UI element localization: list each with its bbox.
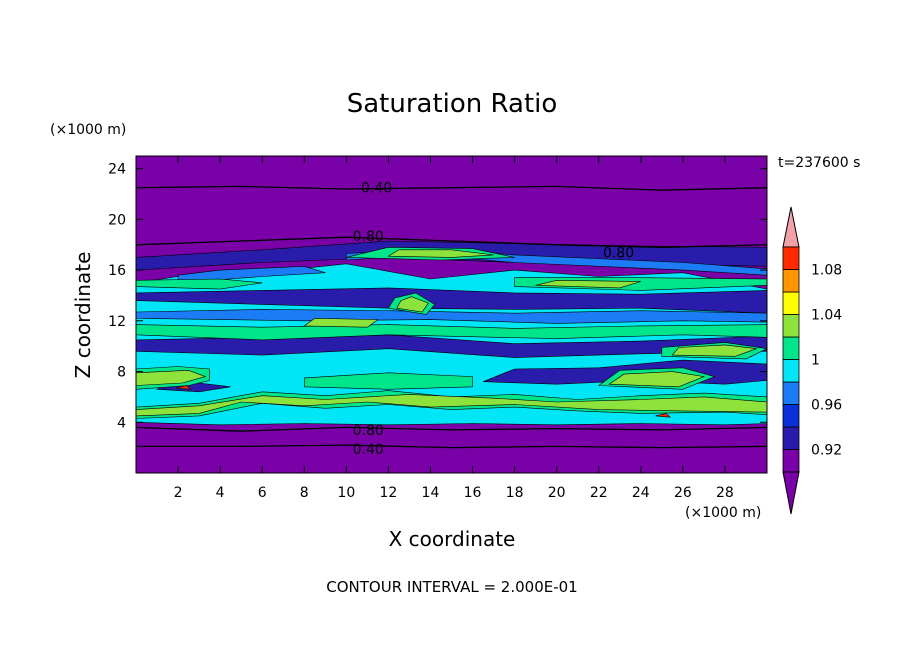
colorbar-swatch bbox=[782, 449, 800, 473]
y-axis: 4 8 12 16 20 24 bbox=[108, 162, 767, 431]
colorbar-swatch bbox=[782, 381, 800, 405]
contour-region bbox=[535, 279, 641, 289]
colorbar-swatch bbox=[782, 426, 800, 450]
colorbar: 0.92 0.96 1 1.04 1.08 bbox=[782, 206, 842, 515]
x-tick-label: 4 bbox=[216, 485, 225, 501]
contour-region bbox=[303, 372, 473, 390]
contour-line bbox=[136, 236, 767, 248]
contour-region bbox=[175, 385, 192, 390]
contour-region bbox=[396, 296, 429, 313]
x-tick-label: 2 bbox=[174, 485, 183, 501]
contour-region bbox=[608, 371, 706, 388]
contour-region bbox=[136, 278, 263, 290]
colorbar-swatch bbox=[782, 269, 800, 293]
y-tick-label: 4 bbox=[117, 415, 126, 431]
colorbar-label: 0.96 bbox=[811, 398, 842, 414]
contour-label-group: 0.40 0.80 0.80 0.80 0.40 bbox=[353, 181, 634, 458]
contour-label: 0.80 bbox=[353, 229, 384, 245]
plot-frame bbox=[135, 155, 768, 474]
x-tick-label: 18 bbox=[506, 485, 524, 501]
x-tick-label: 6 bbox=[258, 485, 267, 501]
x-unit-label: (×1000 m) bbox=[685, 505, 761, 521]
contour-label: 0.80 bbox=[603, 245, 634, 261]
colorbar-label: 1.04 bbox=[811, 308, 842, 324]
contour-region bbox=[387, 249, 494, 258]
x-tick-label: 24 bbox=[632, 485, 650, 501]
contour-line bbox=[136, 185, 767, 191]
y-tick-label: 20 bbox=[108, 212, 126, 228]
colorbar-swatch bbox=[782, 359, 800, 383]
contour-label: 0.40 bbox=[361, 181, 392, 197]
x-tick-label: 20 bbox=[548, 485, 566, 501]
colorbar-over-arrow bbox=[782, 206, 800, 248]
colorbar-under-arrow bbox=[782, 471, 800, 515]
y-tick-label: 16 bbox=[108, 263, 126, 279]
x-axis: 2 4 6 8 10 12 14 16 18 20 22 24 26 28 bbox=[174, 156, 734, 501]
x-tick-label: 16 bbox=[464, 485, 482, 501]
x-tick-label: 10 bbox=[337, 485, 355, 501]
y-tick-label: 8 bbox=[117, 365, 126, 381]
contour-label: 0.40 bbox=[353, 442, 384, 458]
contour-region bbox=[303, 317, 379, 328]
contour-line bbox=[136, 444, 767, 449]
x-axis-label: X coordinate bbox=[389, 527, 516, 551]
colorbar-swatch bbox=[782, 336, 800, 360]
colorbar-swatch bbox=[782, 291, 800, 315]
x-tick-label: 14 bbox=[422, 485, 440, 501]
contour-label: 0.80 bbox=[353, 423, 384, 439]
chart-title: Saturation Ratio bbox=[347, 89, 558, 119]
colorbar-label: 0.92 bbox=[811, 443, 842, 459]
contour-region bbox=[655, 413, 672, 418]
filled-contours bbox=[136, 240, 767, 426]
contour-interval-note: CONTOUR INTERVAL = 2.000E-01 bbox=[326, 578, 577, 596]
x-tick-label: 8 bbox=[300, 485, 309, 501]
y-unit-label: (×1000 m) bbox=[50, 122, 126, 138]
time-label: t=237600 s bbox=[778, 155, 860, 171]
colorbar-label: 1.08 bbox=[811, 263, 842, 279]
contour-region bbox=[136, 324, 767, 341]
contour-region bbox=[136, 369, 207, 386]
x-tick-label: 12 bbox=[379, 485, 397, 501]
y-axis-label: Z coordinate bbox=[71, 252, 95, 379]
y-tick-label: 24 bbox=[108, 162, 126, 178]
contour-region bbox=[136, 309, 767, 324]
x-tick-label: 26 bbox=[674, 485, 692, 501]
contour-region bbox=[177, 265, 326, 284]
colorbar-swatch bbox=[782, 314, 800, 338]
colorbar-swatch bbox=[782, 246, 800, 270]
x-tick-label: 22 bbox=[590, 485, 608, 501]
y-tick-label: 12 bbox=[108, 314, 126, 330]
x-tick-label: 28 bbox=[716, 485, 734, 501]
contour-lines bbox=[136, 185, 767, 449]
plot-area bbox=[136, 156, 767, 473]
contour-region bbox=[136, 394, 767, 417]
contour-region bbox=[671, 344, 757, 357]
colorbar-swatch bbox=[782, 404, 800, 428]
colorbar-label: 1 bbox=[811, 353, 820, 369]
contour-line bbox=[136, 426, 767, 432]
